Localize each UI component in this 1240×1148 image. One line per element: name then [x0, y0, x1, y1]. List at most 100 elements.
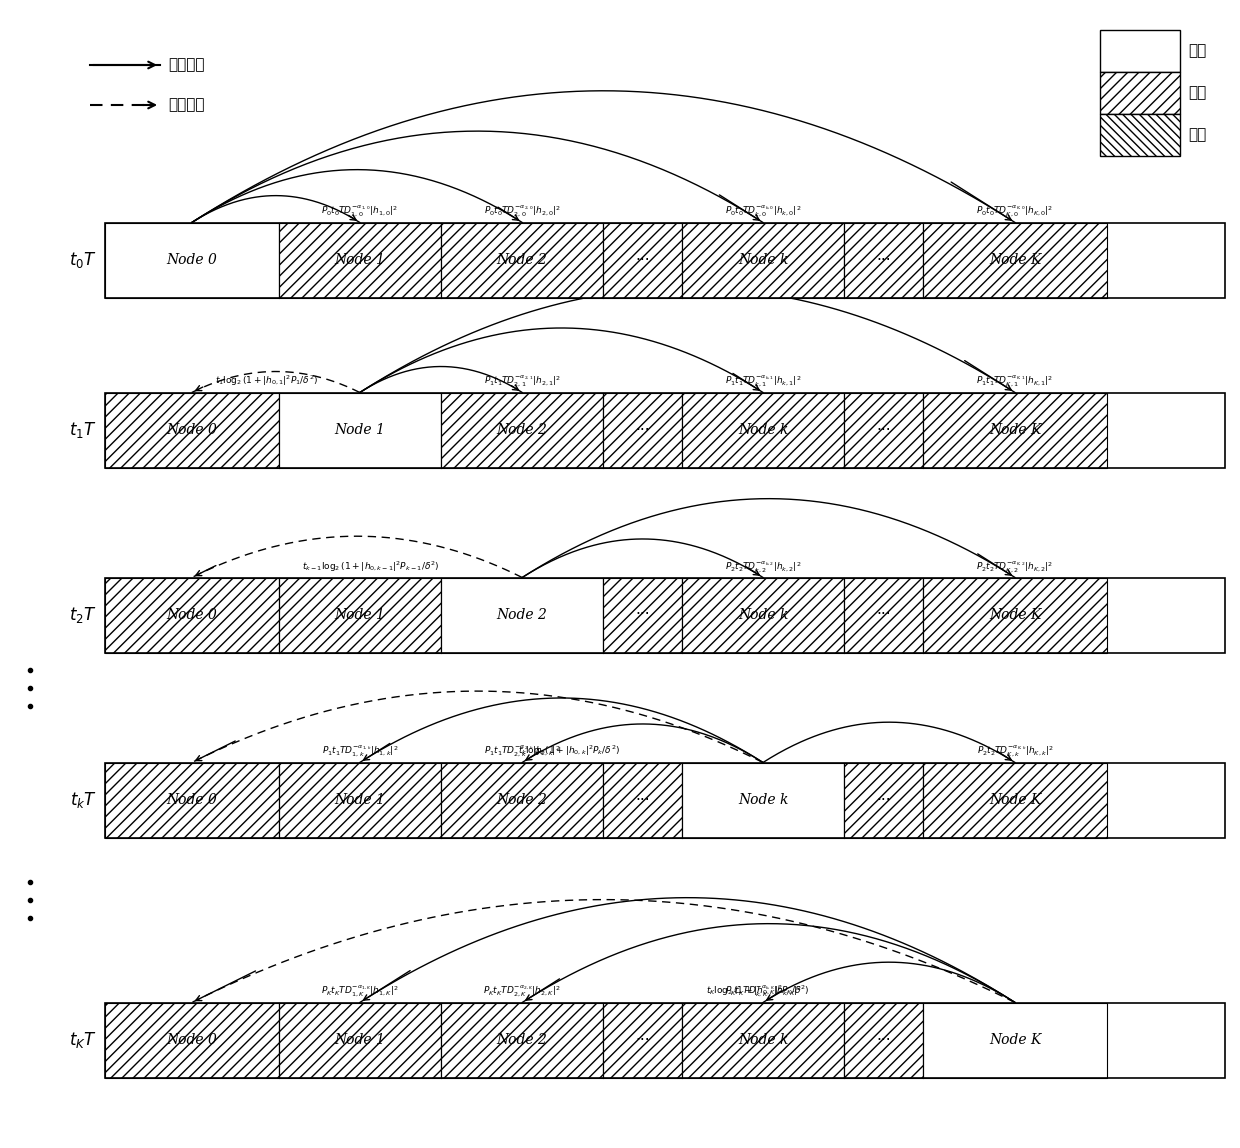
Bar: [604, 393, 682, 467]
Bar: [844, 393, 923, 467]
Text: $P_1t_1TD_{1,k}^{-\alpha_{1,k}}|h_{1,k}|^2$: $P_1t_1TD_{1,k}^{-\alpha_{1,k}}|h_{1,k}|…: [321, 744, 398, 759]
Bar: [923, 393, 1107, 467]
Text: Node 1: Node 1: [335, 793, 386, 807]
Bar: [844, 1002, 923, 1078]
Bar: [441, 393, 604, 467]
Text: $P_1t_1TD_{2,k}^{-\alpha_{2,k}}|h_{2,k}|^2$: $P_1t_1TD_{2,k}^{-\alpha_{2,k}}|h_{2,k}|…: [484, 744, 560, 759]
Text: $P_1t_1TD_{K,1}^{-\alpha_{K,1}}|h_{K,1}|^2$: $P_1t_1TD_{K,1}^{-\alpha_{K,1}}|h_{K,1}|…: [976, 373, 1054, 388]
Bar: [105, 1002, 279, 1078]
Text: ···: ···: [877, 1032, 890, 1047]
Text: $t_kT$: $t_kT$: [69, 790, 97, 810]
Bar: [105, 393, 279, 467]
Bar: [1100, 30, 1180, 72]
Bar: [441, 577, 604, 652]
Bar: [1100, 72, 1180, 114]
Text: $P_Kt_KTD_{k,K}^{-\alpha_{k,K}}|h_{k,K}|^2$: $P_Kt_KTD_{k,K}^{-\alpha_{k,K}}|h_{k,K}|…: [724, 984, 801, 999]
Text: ···: ···: [877, 607, 890, 622]
Bar: [105, 1002, 1225, 1078]
Text: $t_1T$: $t_1T$: [69, 420, 97, 440]
Bar: [923, 762, 1107, 838]
Text: Node K: Node K: [988, 608, 1042, 622]
Text: ···: ···: [635, 607, 650, 622]
Text: $t_0T$: $t_0T$: [69, 250, 97, 270]
Text: Node 2: Node 2: [497, 253, 548, 267]
Text: Node 2: Node 2: [497, 793, 548, 807]
Bar: [441, 1002, 604, 1078]
Text: 收信: 收信: [1188, 127, 1207, 142]
Text: Node 0: Node 0: [166, 422, 217, 437]
Text: Node 1: Node 1: [335, 253, 386, 267]
Text: ···: ···: [877, 253, 890, 267]
Text: 能量采集: 能量采集: [167, 57, 205, 72]
Bar: [604, 762, 682, 838]
Bar: [604, 577, 682, 652]
Text: Node K: Node K: [988, 793, 1042, 807]
Text: Node k: Node k: [738, 608, 789, 622]
Text: 工作: 工作: [1188, 44, 1207, 59]
Text: ···: ···: [635, 1032, 650, 1047]
Bar: [923, 1002, 1107, 1078]
Bar: [105, 762, 279, 838]
Bar: [682, 223, 844, 297]
Text: Node K: Node K: [988, 253, 1042, 267]
Bar: [923, 223, 1107, 297]
Text: $t_2T$: $t_2T$: [69, 605, 97, 625]
Text: Node 0: Node 0: [166, 253, 217, 267]
Bar: [844, 577, 923, 652]
Bar: [279, 393, 441, 467]
Bar: [105, 393, 1225, 467]
Text: ···: ···: [635, 792, 650, 807]
Text: $t_k\log_2(1+|h_{0,k}|^2P_k/\delta^2)$: $t_k\log_2(1+|h_{0,k}|^2P_k/\delta^2)$: [518, 744, 620, 759]
Text: $t_{k-1}\log_2(1+|h_{0,k-1}|^2P_{k-1}/\delta^2)$: $t_{k-1}\log_2(1+|h_{0,k-1}|^2P_{k-1}/\d…: [303, 559, 440, 574]
Bar: [1100, 114, 1180, 156]
Text: Node K: Node K: [988, 1033, 1042, 1047]
Text: $P_1t_1TD_{2,1}^{-\alpha_{2,1}}|h_{2,1}|^2$: $P_1t_1TD_{2,1}^{-\alpha_{2,1}}|h_{2,1}|…: [484, 373, 560, 388]
Text: ···: ···: [877, 792, 890, 807]
Text: Node k: Node k: [738, 253, 789, 267]
Text: Node 1: Node 1: [335, 608, 386, 622]
Text: $P_2t_2TD_{K,k}^{-\alpha_{K,k}}|h_{K,k}|^2$: $P_2t_2TD_{K,k}^{-\alpha_{K,k}}|h_{K,k}|…: [977, 744, 1053, 759]
Bar: [682, 762, 844, 838]
Text: Node k: Node k: [738, 422, 789, 437]
Bar: [844, 762, 923, 838]
Bar: [441, 762, 604, 838]
Text: Node 1: Node 1: [335, 422, 386, 437]
Text: $P_1t_1TD_{k,1}^{-\alpha_{k,1}}|h_{k,1}|^2$: $P_1t_1TD_{k,1}^{-\alpha_{k,1}}|h_{k,1}|…: [724, 373, 801, 388]
Text: ···: ···: [635, 253, 650, 267]
Text: $P_0t_0TD_{K,0}^{-\alpha_{K,0}}|h_{K,0}|^2$: $P_0t_0TD_{K,0}^{-\alpha_{K,0}}|h_{K,0}|…: [976, 203, 1054, 218]
Text: $P_0t_0TD_{1,0}^{-\alpha_{1,0}}|h_{1,0}|^2$: $P_0t_0TD_{1,0}^{-\alpha_{1,0}}|h_{1,0}|…: [321, 203, 398, 218]
Text: $P_Kt_KTD_{1,K}^{-\alpha_{1,K}}|h_{1,K}|^2$: $P_Kt_KTD_{1,K}^{-\alpha_{1,K}}|h_{1,K}|…: [321, 984, 398, 999]
Text: Node 0: Node 0: [166, 608, 217, 622]
Bar: [279, 223, 441, 297]
Text: $P_0t_0TD_{2,0}^{-\alpha_{2,0}}|h_{2,0}|^2$: $P_0t_0TD_{2,0}^{-\alpha_{2,0}}|h_{2,0}|…: [484, 203, 560, 218]
Text: $P_0t_0TD_{k,0}^{-\alpha_{k,0}}|h_{k,0}|^2$: $P_0t_0TD_{k,0}^{-\alpha_{k,0}}|h_{k,0}|…: [724, 203, 801, 218]
Text: Node 2: Node 2: [497, 422, 548, 437]
Text: $P_2t_2TD_{k,2}^{-\alpha_{k,2}}|h_{k,2}|^2$: $P_2t_2TD_{k,2}^{-\alpha_{k,2}}|h_{k,2}|…: [724, 559, 801, 574]
Bar: [682, 393, 844, 467]
Bar: [604, 223, 682, 297]
Text: Node 2: Node 2: [497, 1033, 548, 1047]
Bar: [441, 223, 604, 297]
Text: $P_2t_2TD_{K,2}^{-\alpha_{K,2}}|h_{K,2}|^2$: $P_2t_2TD_{K,2}^{-\alpha_{K,2}}|h_{K,2}|…: [976, 559, 1054, 574]
Bar: [682, 1002, 844, 1078]
Text: ···: ···: [877, 422, 890, 437]
Bar: [105, 223, 279, 297]
Text: Node 2: Node 2: [497, 608, 548, 622]
Bar: [105, 577, 1225, 652]
Text: Node 0: Node 0: [166, 793, 217, 807]
Text: $t_KT$: $t_KT$: [69, 1030, 97, 1050]
Text: $t_K\log_2(1+|h_{0,K}|^2P_K/\delta^2)$: $t_K\log_2(1+|h_{0,K}|^2P_K/\delta^2)$: [706, 984, 810, 999]
Bar: [682, 577, 844, 652]
Bar: [279, 577, 441, 652]
Bar: [923, 577, 1107, 652]
Bar: [105, 762, 1225, 838]
Bar: [105, 223, 1225, 297]
Bar: [604, 1002, 682, 1078]
Text: $P_Kt_KTD_{2,K}^{-\alpha_{2,K}}|h_{2,K}|^2$: $P_Kt_KTD_{2,K}^{-\alpha_{2,K}}|h_{2,K}|…: [484, 984, 560, 999]
Text: 信息传输: 信息传输: [167, 98, 205, 113]
Text: Node K: Node K: [988, 422, 1042, 437]
Text: Node 0: Node 0: [166, 1033, 217, 1047]
Text: Node k: Node k: [738, 793, 789, 807]
Text: ···: ···: [635, 422, 650, 437]
Text: $t_1\log_2(1+|h_{0,1}|^2P_1/\delta^2)$: $t_1\log_2(1+|h_{0,1}|^2P_1/\delta^2)$: [215, 374, 317, 388]
